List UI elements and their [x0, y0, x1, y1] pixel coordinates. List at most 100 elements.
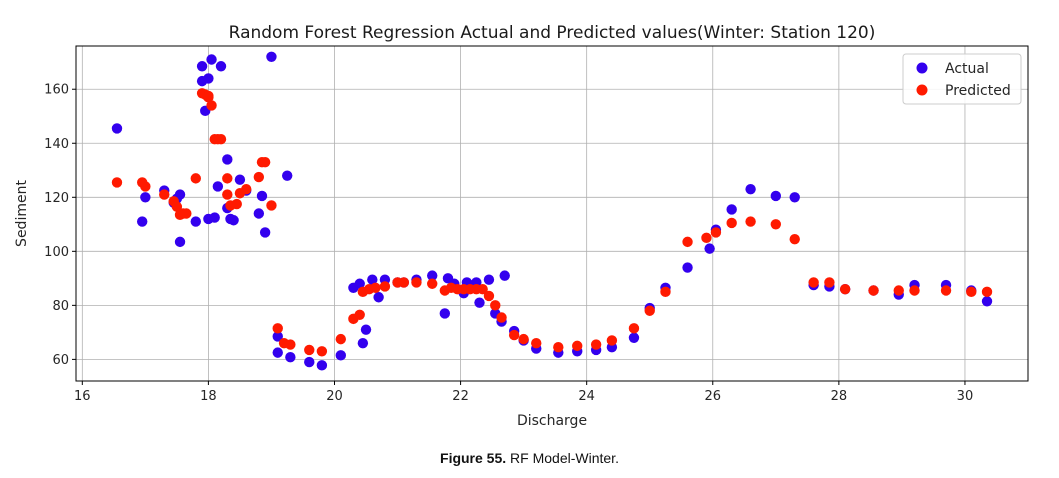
actual-point [259, 227, 271, 238]
predicted-point [590, 339, 602, 350]
actual-point [140, 192, 151, 203]
predicted-point [518, 333, 529, 345]
predicted-point [379, 281, 391, 292]
actual-point [316, 360, 328, 371]
y-tick-label: 100 [44, 245, 69, 260]
predicted-point [241, 183, 252, 195]
predicted-point [940, 285, 952, 296]
actual-point [190, 216, 201, 227]
actual-point [206, 54, 217, 65]
predicted-point [316, 346, 328, 357]
actual-point [483, 274, 495, 285]
legend-box [902, 53, 1022, 105]
predicted-point [370, 282, 381, 293]
x-tick-label: 30 [957, 389, 974, 404]
predicted-point [606, 335, 618, 346]
predicted-point [111, 177, 123, 188]
predicted-point [181, 208, 192, 219]
actual-point [427, 270, 438, 281]
predicted-point [215, 134, 227, 145]
actual-point [373, 292, 384, 303]
actual-point [981, 296, 993, 307]
predicted-point [496, 312, 507, 323]
predicted-point [531, 337, 542, 349]
points-layer [111, 51, 993, 371]
actual-point [272, 331, 283, 342]
predicted-point [411, 277, 422, 288]
predicted-point [808, 277, 819, 288]
predicted-point [789, 233, 800, 245]
predicted-point [253, 171, 265, 183]
predicted-point [839, 283, 851, 295]
predicted-point [701, 232, 712, 244]
predicted-point [508, 329, 520, 341]
legend-marker-predicted [916, 84, 928, 96]
y-tick-label: 120 [44, 191, 69, 206]
actual-point [196, 61, 208, 72]
predicted-point [285, 339, 296, 350]
y-tick-label: 80 [52, 299, 69, 314]
predicted-point [231, 198, 242, 210]
predicted-point [140, 181, 151, 192]
predicted-point [335, 333, 346, 345]
figure-caption-text: RF Model-Winter. [506, 450, 619, 466]
y-tick-label: 140 [44, 137, 69, 152]
x-tick-label: 16 [74, 389, 91, 404]
x-tick-label: 22 [452, 389, 469, 404]
predicted-point [259, 156, 271, 168]
actual-point [174, 236, 186, 248]
predicted-point [981, 286, 993, 298]
predicted-point [266, 200, 277, 211]
predicted-point [770, 219, 782, 230]
actual-point [360, 324, 372, 335]
y-tick-label: 60 [52, 353, 69, 368]
predicted-point [354, 309, 365, 321]
predicted-point [171, 201, 183, 212]
figure-caption: Figure 55. RF Model-Winter. [0, 450, 1059, 466]
x-tick-label: 26 [704, 389, 721, 404]
actual-point [367, 274, 378, 285]
x-axis-title: Discharge [517, 413, 587, 429]
legend-marker-actual [916, 62, 928, 74]
predicted-point [824, 277, 835, 288]
legend-label-actual: Actual [945, 61, 989, 77]
actual-point [628, 332, 640, 343]
ticks-layer: 16 18 20 22 24 26 28 30 60 80 100 120 140 160 [44, 83, 973, 404]
predicted-point [206, 100, 217, 111]
predicted-point [909, 285, 920, 296]
predicted-point [203, 92, 214, 103]
predicted-point [490, 300, 501, 311]
actual-point [266, 51, 277, 63]
actual-point [726, 204, 737, 215]
legend: Actual Predicted [902, 53, 1022, 105]
predicted-point [682, 236, 693, 248]
predicted-point [483, 290, 495, 302]
actual-point [234, 174, 246, 185]
actual-point [256, 190, 268, 202]
actual-point [228, 215, 239, 226]
actual-point [357, 337, 369, 349]
y-axis-title: Sediment [14, 180, 30, 247]
predicted-point [710, 227, 722, 238]
legend-label-predicted: Predicted [945, 83, 1011, 99]
actual-point [439, 308, 451, 319]
actual-point [209, 212, 220, 223]
actual-point [136, 216, 148, 227]
predicted-point [726, 217, 737, 229]
actual-point [304, 356, 315, 368]
actual-point [474, 297, 485, 308]
actual-point [253, 208, 265, 219]
actual-point [215, 61, 227, 72]
predicted-point [398, 277, 410, 288]
predicted-point [660, 286, 671, 298]
x-tick-label: 24 [578, 389, 595, 404]
predicted-point [644, 305, 655, 316]
x-tick-label: 28 [831, 389, 848, 404]
actual-point [282, 170, 293, 181]
actual-point [704, 243, 715, 254]
predicted-point [966, 286, 977, 298]
predicted-point [159, 189, 170, 200]
actual-point [222, 154, 233, 165]
